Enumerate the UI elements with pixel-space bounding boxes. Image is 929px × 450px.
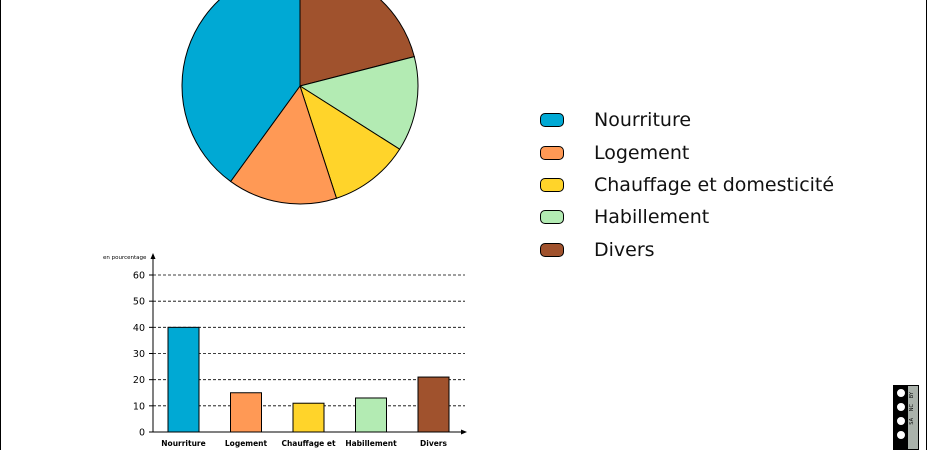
badge-circle-icon (896, 388, 906, 398)
badge-circle-icon (896, 430, 906, 440)
bar (230, 392, 262, 433)
creative-commons-badge: BY NC SA (893, 385, 919, 450)
legend-swatch (540, 145, 564, 160)
y-axis-label: en pourcentage (103, 255, 147, 261)
y-tick-label: 30 (133, 349, 145, 360)
legend-label: Chauffage et domesticité (594, 173, 835, 196)
x-tick-label: Chauffage et (281, 439, 336, 448)
badge-circle-icon (896, 416, 906, 426)
y-tick-label: 60 (133, 271, 145, 282)
pie-chart (181, 0, 419, 205)
legend-item: Chauffage et domesticité (540, 169, 834, 201)
pie-slice-divers (299, 0, 415, 87)
x-axis-arrow (461, 429, 467, 435)
bar (417, 376, 450, 433)
badge-circle-icon (896, 402, 906, 412)
legend-label: Nourriture (594, 109, 692, 132)
x-tick-label: Nourriture (161, 439, 205, 448)
y-tick-label: 10 (133, 401, 145, 412)
bar (167, 326, 200, 433)
bar-chart: 0 10 20 30 40 50 60 en pourcentage Nourriture Log… (103, 253, 467, 448)
bar (292, 402, 325, 433)
legend-item: Divers (540, 234, 834, 266)
x-tick-label: Divers (420, 439, 447, 448)
legend-item: Habillement (540, 201, 834, 233)
badge-label: SA (909, 418, 915, 425)
pie-slice-logement (229, 84, 338, 205)
x-tick-label: Habillement (345, 439, 397, 448)
legend: Nourriture Logement Chauffage et domestici… (540, 104, 834, 266)
legend-label: Divers (594, 238, 655, 261)
legend-swatch (540, 242, 564, 257)
y-tick-label: 20 (133, 375, 145, 386)
legend-item: Logement (540, 136, 834, 168)
y-tick-label: 0 (139, 428, 145, 439)
badge-label: BY (909, 392, 915, 399)
x-tick-label: Logement (225, 439, 268, 448)
pie-slice-chauffage (299, 84, 401, 199)
badge-label: NC (909, 404, 915, 412)
legend-swatch (540, 113, 564, 128)
legend-item: Nourriture (540, 104, 834, 136)
y-tick-label: 40 (133, 323, 145, 334)
y-tick-label: 50 (133, 297, 145, 308)
y-axis-arrow (150, 253, 156, 259)
bar (355, 397, 387, 433)
pie-slice-nourriture (181, 0, 301, 183)
legend-swatch (540, 177, 564, 192)
pie-slice-habillement (298, 56, 419, 150)
legend-swatch (540, 210, 564, 225)
legend-label: Habillement (594, 206, 710, 229)
legend-label: Logement (594, 141, 690, 164)
